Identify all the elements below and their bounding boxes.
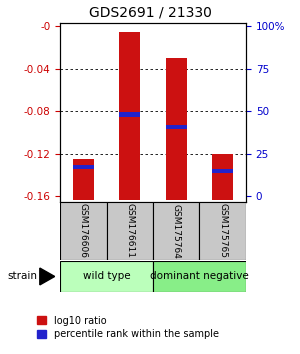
Polygon shape: [40, 268, 55, 285]
Text: GSM176606: GSM176606: [79, 204, 88, 258]
Bar: [212, 169, 233, 173]
Bar: [153, 261, 246, 292]
Bar: [153, 202, 200, 260]
Bar: [119, 112, 140, 117]
Legend: log10 ratio, percentile rank within the sample: log10 ratio, percentile rank within the …: [33, 312, 223, 343]
Bar: [119, 32, 140, 200]
Text: wild type: wild type: [83, 272, 130, 281]
Text: strain: strain: [8, 272, 38, 281]
Bar: [106, 202, 153, 260]
Bar: [73, 165, 94, 169]
Bar: [60, 202, 106, 260]
Bar: [60, 261, 153, 292]
Bar: [200, 202, 246, 260]
Text: GDS2691 / 21330: GDS2691 / 21330: [88, 5, 212, 19]
Bar: [166, 58, 187, 200]
Text: GSM175764: GSM175764: [172, 204, 181, 258]
Text: dominant negative: dominant negative: [150, 272, 249, 281]
Bar: [166, 125, 187, 130]
Bar: [212, 154, 233, 200]
Text: GSM175765: GSM175765: [218, 204, 227, 258]
Bar: [73, 159, 94, 200]
Text: GSM176611: GSM176611: [125, 204, 134, 258]
